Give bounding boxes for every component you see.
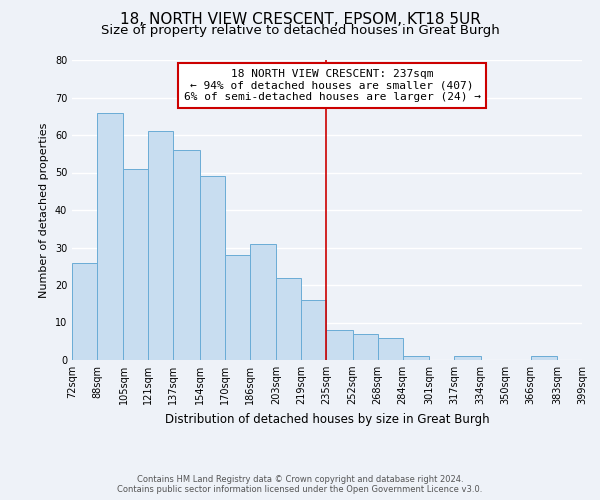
Text: Contains HM Land Registry data © Crown copyright and database right 2024.
Contai: Contains HM Land Registry data © Crown c… — [118, 474, 482, 494]
Bar — [225, 255, 250, 360]
Bar — [377, 338, 403, 360]
Bar — [326, 330, 353, 360]
Bar — [97, 112, 124, 360]
Bar — [454, 356, 481, 360]
Y-axis label: Number of detached properties: Number of detached properties — [39, 122, 49, 298]
Bar — [301, 300, 326, 360]
Bar — [124, 169, 148, 360]
Bar — [530, 356, 557, 360]
Bar — [148, 131, 173, 360]
Bar — [200, 176, 225, 360]
Bar — [250, 244, 277, 360]
Bar — [173, 150, 200, 360]
Text: 18, NORTH VIEW CRESCENT, EPSOM, KT18 5UR: 18, NORTH VIEW CRESCENT, EPSOM, KT18 5UR — [119, 12, 481, 28]
X-axis label: Distribution of detached houses by size in Great Burgh: Distribution of detached houses by size … — [164, 412, 490, 426]
Bar — [353, 334, 377, 360]
Text: Size of property relative to detached houses in Great Burgh: Size of property relative to detached ho… — [101, 24, 499, 37]
Bar — [72, 262, 97, 360]
Bar — [403, 356, 429, 360]
Text: 18 NORTH VIEW CRESCENT: 237sqm
← 94% of detached houses are smaller (407)
6% of : 18 NORTH VIEW CRESCENT: 237sqm ← 94% of … — [184, 69, 481, 102]
Bar — [277, 278, 301, 360]
